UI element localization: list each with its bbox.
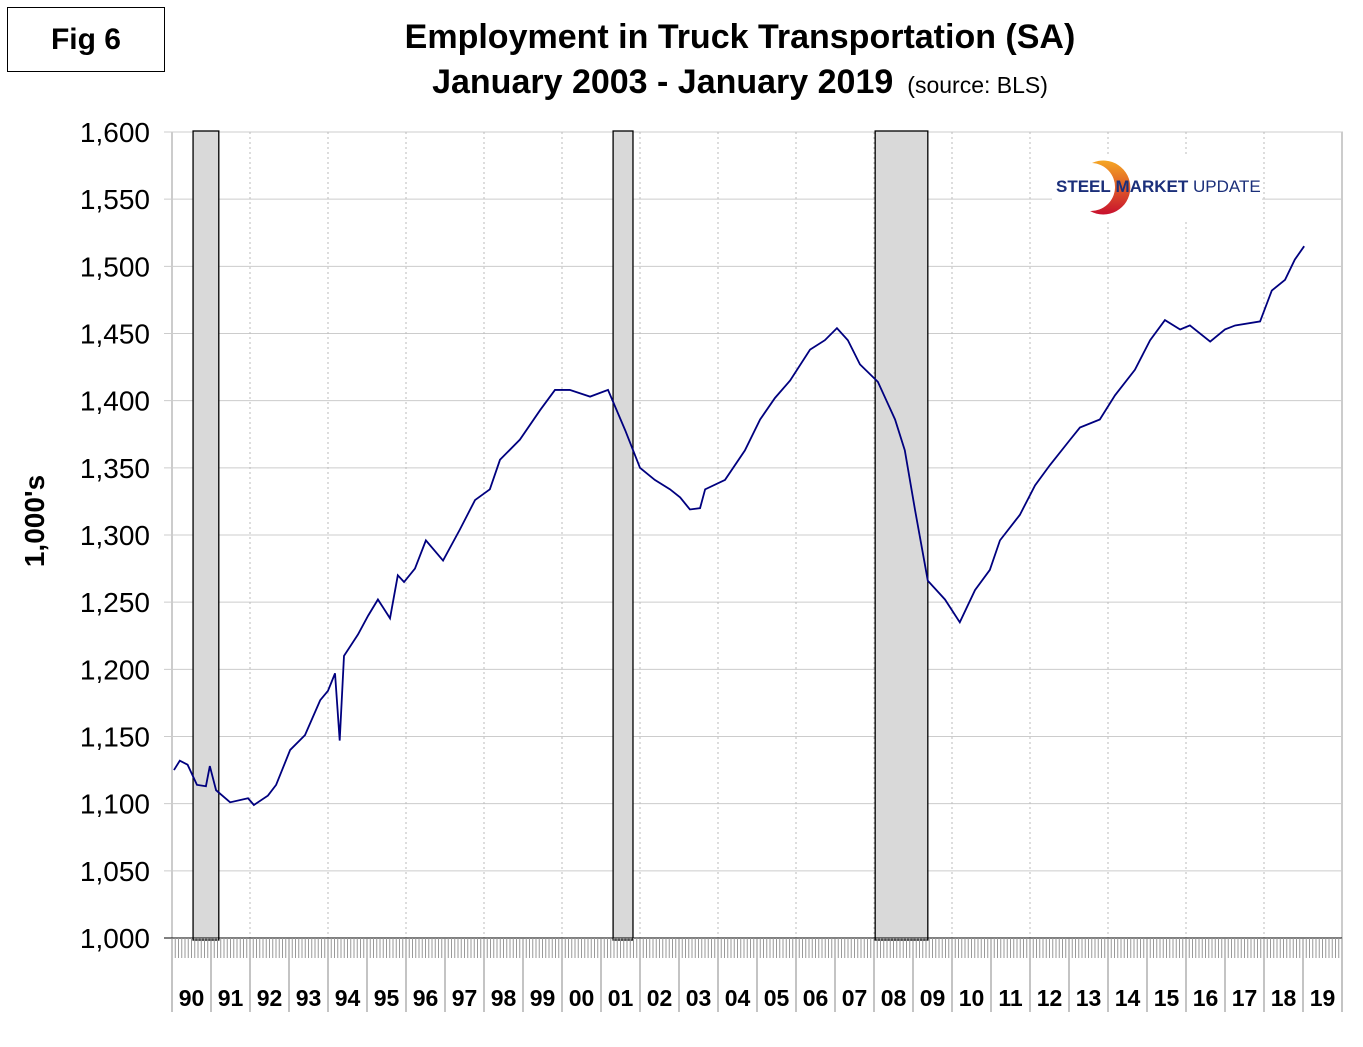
y-tick-label: 1,450 [80,319,150,350]
x-tick-label: 08 [881,985,907,1011]
x-tick-label: 12 [1037,985,1063,1011]
y-tick-label: 1,300 [80,520,150,551]
x-tick-label: 18 [1271,985,1297,1011]
x-tick-label: 05 [764,985,790,1011]
x-tick-label: 11 [998,985,1023,1011]
x-tick-label: 19 [1310,985,1336,1011]
y-tick-label: 1,600 [80,117,150,148]
x-tick-label: 91 [218,985,244,1011]
x-tick-label: 99 [530,985,556,1011]
source-note: (source: BLS) [907,72,1048,98]
x-tick-label: 16 [1193,985,1219,1011]
x-tick-label: 01 [608,985,634,1011]
x-tick-label: 07 [842,985,868,1011]
y-tick-label: 1,000 [80,923,150,954]
chart-subtitle-row: January 2003 - January 2019 (source: BLS) [300,63,1180,102]
x-tick-label: 13 [1076,985,1102,1011]
x-tick-label: 15 [1154,985,1180,1011]
x-tick-label: 98 [491,985,517,1011]
y-tick-label: 1,400 [80,386,150,417]
x-tick-label: 96 [413,985,439,1011]
y-tick-label: 1,050 [80,856,150,887]
y-tick-label: 1,200 [80,654,150,685]
x-tick-label: 09 [920,985,946,1011]
recession-bar [612,130,634,941]
chart-subtitle: January 2003 - January 2019 [432,63,894,101]
figure-label: Fig 6 [7,7,165,72]
x-tick-label: 02 [647,985,673,1011]
employment-line [173,245,1305,807]
x-tick-label: 00 [569,985,595,1011]
logo-text: STEEL MARKET UPDATE [1056,177,1261,196]
y-tick-label: 1,350 [80,453,150,484]
x-tick-label: 06 [803,985,829,1011]
x-tick-label: 14 [1115,985,1141,1011]
y-tick-label: 1,550 [80,184,150,215]
x-tick-label: 92 [257,985,283,1011]
y-tick-label: 1,100 [80,789,150,820]
x-tick-label: 94 [335,985,361,1011]
y-tick-label: 1,150 [80,722,150,753]
y-tick-label: 1,500 [80,251,150,282]
recession-bar [192,130,220,941]
x-tick-label: 97 [452,985,478,1011]
y-tick-label: 1,250 [80,587,150,618]
steel-market-update-logo: STEEL MARKET UPDATE [1052,155,1262,220]
x-tick-label: 17 [1232,985,1258,1011]
x-tick-label: 04 [725,985,751,1011]
x-tick-label: 90 [179,985,205,1011]
chart-title: Employment in Truck Transportation (SA) [404,18,1076,56]
x-tick-label: 93 [296,985,322,1011]
logo-arc-icon [1090,160,1131,215]
x-tick-label: 10 [959,985,985,1011]
x-tick-label: 95 [374,985,400,1011]
x-tick-label: 03 [686,985,712,1011]
